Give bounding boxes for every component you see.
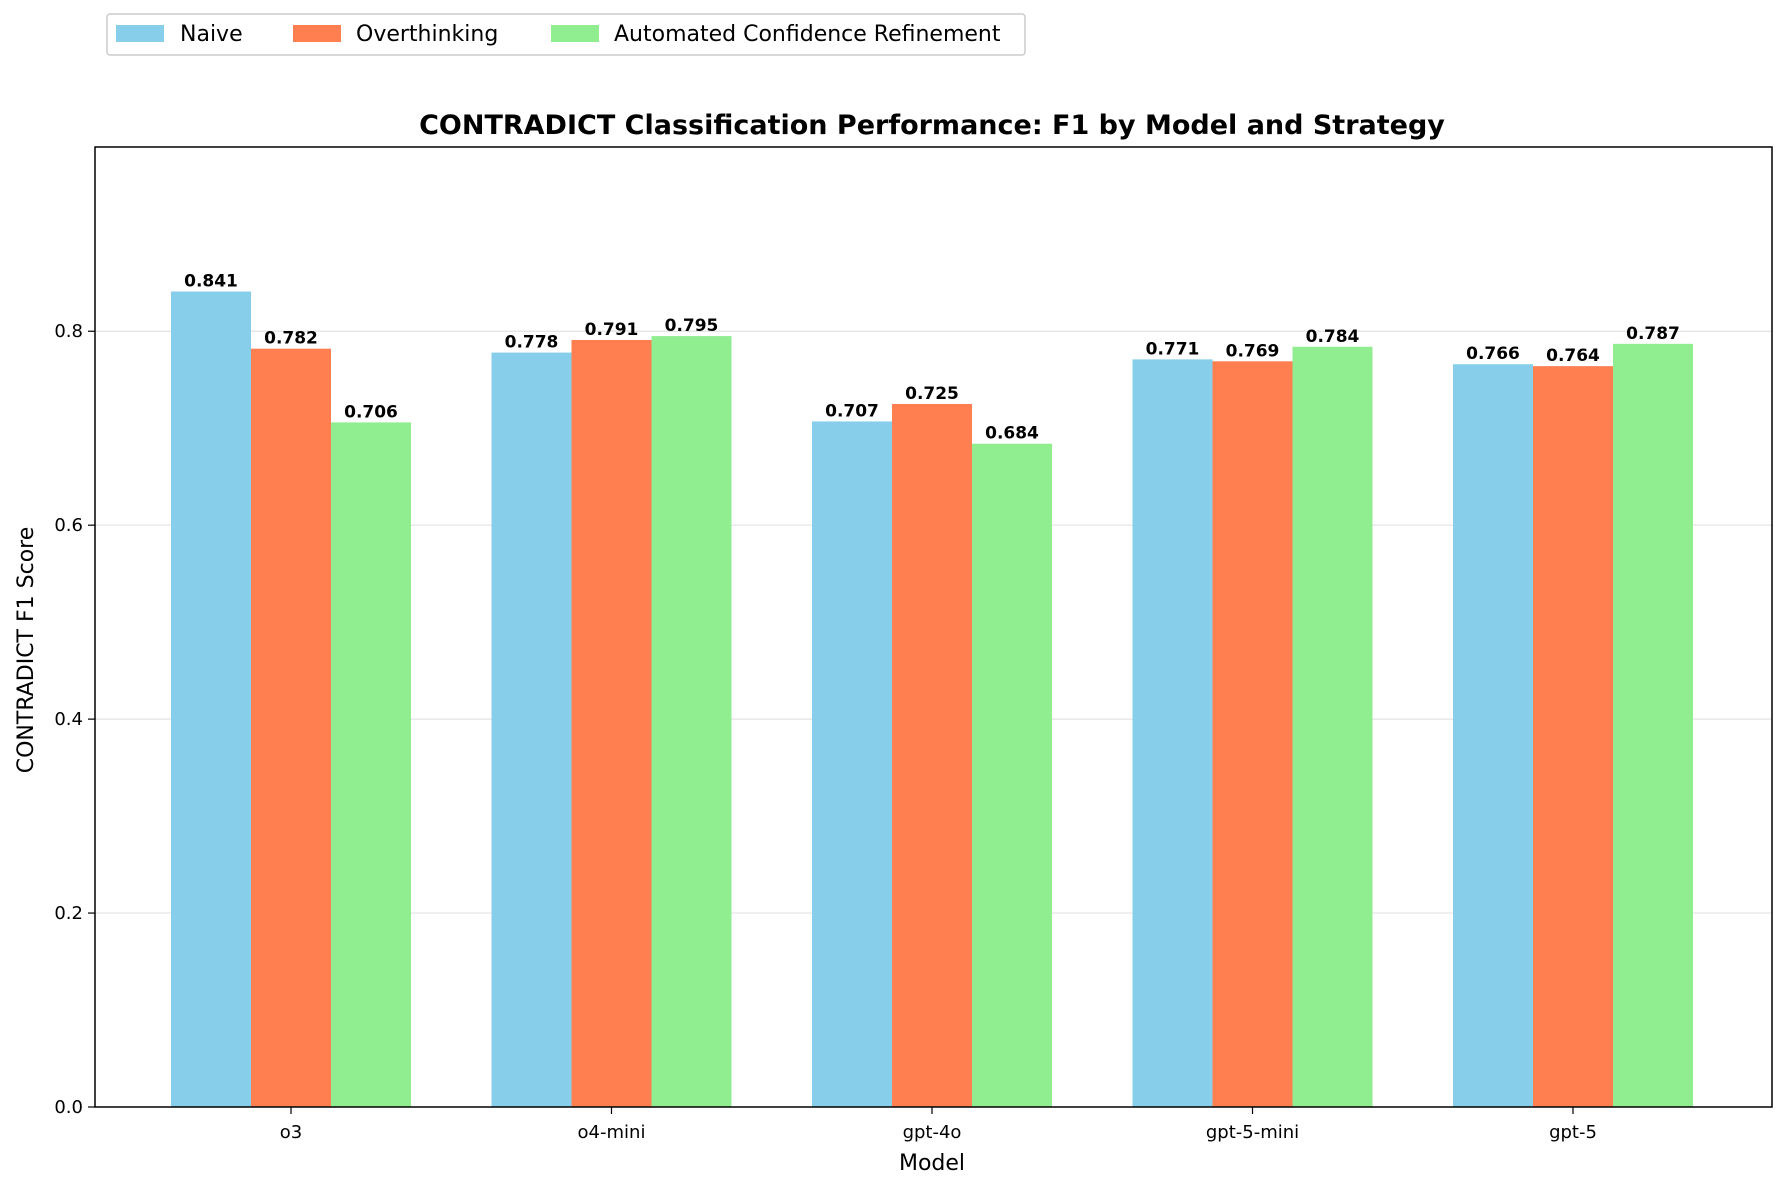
x-tick-label: o3 — [280, 1122, 302, 1143]
y-tick-label: 0.2 — [54, 903, 83, 924]
x-axis-ticks: o3 o4-mini gpt-4o gpt-5-mini gpt-5 — [280, 1107, 1597, 1143]
bar-value-label: 0.771 — [1146, 339, 1200, 359]
x-tick-label: gpt-4o — [903, 1122, 962, 1143]
bar — [1453, 364, 1533, 1107]
bar-value-label: 0.684 — [985, 424, 1039, 444]
y-axis-ticks: 0.0 0.2 0.4 0.6 0.8 — [54, 321, 95, 1118]
bar — [1292, 346, 1373, 1107]
bar-value-label: 0.764 — [1546, 346, 1600, 366]
bar — [491, 352, 572, 1107]
x-axis-label: Model — [899, 1151, 965, 1176]
bar-value-label: 0.766 — [1466, 344, 1520, 364]
bar — [892, 403, 972, 1107]
y-tick-label: 0.6 — [54, 515, 83, 536]
y-tick-label: 0.0 — [54, 1097, 83, 1118]
bar — [1212, 361, 1293, 1107]
legend-entry: Naive — [180, 22, 243, 47]
bar-value-label: 0.787 — [1626, 324, 1680, 344]
bar — [171, 291, 251, 1107]
bar — [571, 339, 652, 1107]
bar-value-label: 0.778 — [505, 333, 559, 353]
bar-value-labels: 0.841 0.782 0.706 0.778 0.791 0.795 0.707 0.725… — [184, 271, 1680, 443]
x-tick-label: gpt-5-mini — [1206, 1122, 1299, 1143]
bars — [171, 291, 1693, 1108]
bar — [812, 421, 892, 1107]
y-tick-label: 0.8 — [54, 321, 83, 342]
y-tick-label: 0.4 — [54, 709, 83, 730]
legend-swatch — [551, 25, 599, 42]
bar — [1613, 343, 1693, 1107]
bar-value-label: 0.769 — [1226, 341, 1280, 361]
legend-swatch — [293, 25, 341, 42]
bar — [251, 348, 331, 1107]
y-axis-label: CONTRADICT F1 Score — [14, 527, 39, 774]
bar-value-label: 0.707 — [825, 401, 879, 421]
legend-swatch — [116, 25, 164, 42]
bar — [1132, 359, 1213, 1107]
bar-value-label: 0.841 — [184, 271, 238, 291]
x-tick-label: o4-mini — [578, 1122, 646, 1143]
legend-entry: Overthinking — [356, 22, 498, 47]
bar-value-label: 0.725 — [905, 384, 959, 404]
bar-value-label: 0.706 — [344, 402, 398, 422]
bar-value-label: 0.784 — [1306, 327, 1360, 347]
bar — [651, 336, 732, 1107]
legend-entry: Automated Confidence Refinement — [614, 22, 1001, 47]
x-tick-label: gpt-5 — [1549, 1122, 1597, 1143]
legend: Naive Overthinking Automated Confidence Re… — [106, 13, 1026, 56]
bar-value-label: 0.782 — [264, 329, 318, 349]
bar — [331, 422, 411, 1108]
bar-value-label: 0.795 — [665, 316, 719, 336]
plot-area-frame — [94, 146, 1773, 1108]
bar-value-label: 0.791 — [585, 320, 639, 340]
bar — [1533, 366, 1613, 1108]
bar — [972, 443, 1052, 1107]
chart-title: CONTRADICT Classification Performance: F… — [419, 110, 1445, 141]
